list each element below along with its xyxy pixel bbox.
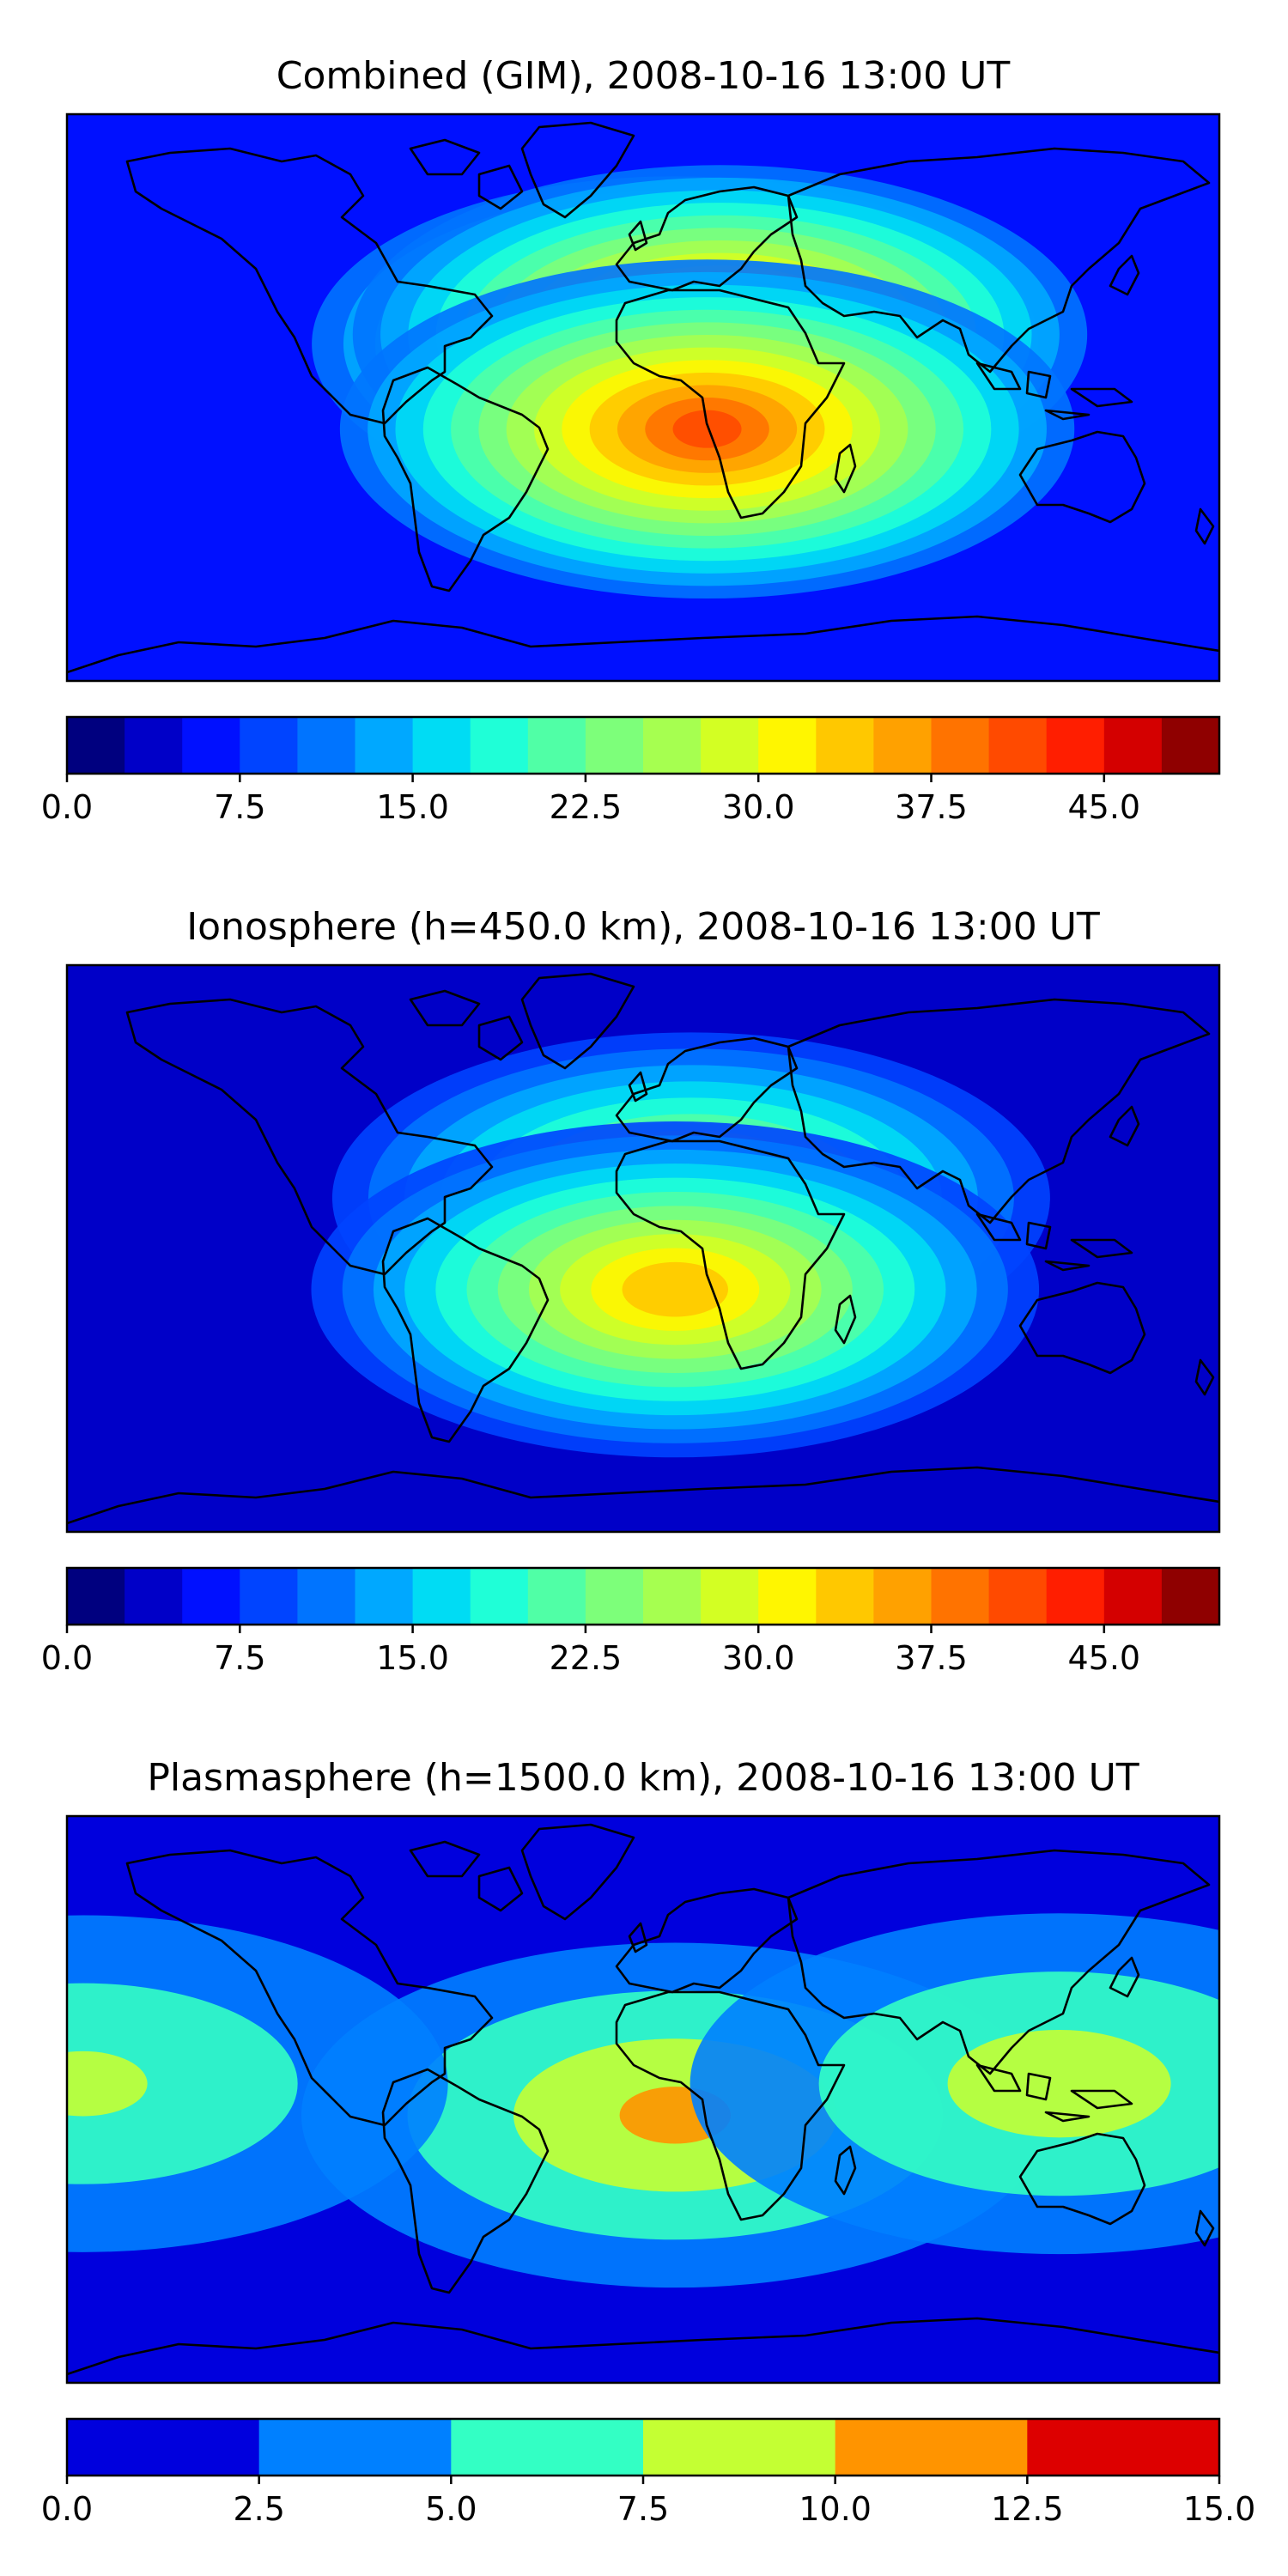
panel-2-colorbar-segment [527, 1568, 586, 1625]
panel-3-colorbar-segment [643, 2419, 836, 2476]
panel-2-colorbar-tick-label: 22.5 [550, 1639, 623, 1677]
panel-1-colorbar-tick-label: 22.5 [550, 788, 623, 826]
panel-2-colorbar-segment [585, 1568, 644, 1625]
panel-2-colorbar-frame [65, 1566, 1221, 1626]
panel-3-colorbar-segment [1027, 2419, 1220, 2476]
panel-2-colorbar-tick-label: 7.5 [214, 1639, 265, 1677]
panel-1-colorbar-segment [988, 717, 1048, 774]
panel-2-colorbar-segment [297, 1568, 355, 1625]
panel-1-colorbar-segment [643, 717, 702, 774]
panel-1-colorbar-segment [701, 717, 759, 774]
panel-1-colorbar-tick-label: 7.5 [214, 788, 265, 826]
panel-2-colorbar-segment [988, 1568, 1048, 1625]
panel-2-colorbar-segment [1046, 1568, 1105, 1625]
panel-3-title: Plasmasphere (h=1500.0 km), 2008-10-16 1… [147, 1756, 1139, 1800]
panel-2-colorbar-segment [67, 1568, 125, 1625]
panel-1-colorbar-segment [470, 717, 529, 774]
panel-2-colorbar-segment [931, 1568, 990, 1625]
panel-3-colorbar-tick-label: 12.5 [991, 2490, 1064, 2528]
panel-2-colorbar-tick-label: 30.0 [722, 1639, 795, 1677]
panel-1-colorbar-segment [240, 717, 298, 774]
panel-3-colorbar-tick-label: 10.0 [799, 2490, 872, 2528]
panel-2-colorbar-segment [758, 1568, 817, 1625]
panel-2-colorbar-segment [182, 1568, 240, 1625]
panel-2-colorbar-segment [240, 1568, 298, 1625]
panel-3-contour-max3-level-5 [67, 1983, 298, 2184]
panel-3-contour-max2-level-7.5 [947, 2029, 1171, 2138]
panel-2-colorbar-segment [873, 1568, 932, 1625]
panel-3-colorbar-segment [258, 2419, 452, 2476]
panel-1-colorbar-segment [816, 717, 874, 774]
panel-2-colorbar-segment [643, 1568, 702, 1625]
panel-1-colorbar-segment [355, 717, 414, 774]
panel-1-colorbar-tick-label: 30.0 [722, 788, 795, 826]
panel-1-colorbar-segment [585, 717, 644, 774]
panel-2-title: Ionosphere (h=450.0 km), 2008-10-16 13:0… [186, 905, 1100, 949]
panel-2-colorbar-segment [1161, 1568, 1220, 1625]
panel-2-colorbar-segment [412, 1568, 471, 1625]
panel-2-map [67, 965, 1219, 1532]
panel-1-colorbar-tick-label: 37.5 [895, 788, 968, 826]
panel-1-colorbar-segment [527, 717, 586, 774]
panel-3-colorbar-tick-label: 15.0 [1183, 2490, 1256, 2528]
panel-1-colorbar-tick-label: 0.0 [41, 788, 93, 826]
panel-2-colorbar-tick-label: 15.0 [376, 1639, 449, 1677]
panel-3-map-frame [65, 1814, 1221, 2385]
panel-3-map [67, 1816, 1219, 2383]
panel-2-colorbar: 0.0 7.5 15.0 22.5 30.0 37.5 45.0 [41, 1566, 1221, 1677]
panel-1-colorbar-segment [125, 717, 183, 774]
panel-1-colorbar-frame [65, 715, 1221, 775]
panel-1-colorbar: 0.0 7.5 15.0 22.5 30.0 37.5 45.0 [41, 715, 1221, 826]
panel-1-colorbar-segment [67, 717, 125, 774]
panel-1-contour-max3-level-40 [672, 410, 742, 448]
panel-2-colorbar-segment [470, 1568, 529, 1625]
panel-1-colorbar-segment [297, 717, 355, 774]
panel-3-colorbar: 0.0 2.5 5.0 7.5 10.0 12.5 15.0 [41, 2417, 1256, 2528]
panel-2-contour-max2-level-32.5 [622, 1261, 729, 1317]
panel-1-colorbar-segment [412, 717, 471, 774]
panel-2-colorbar-segment [125, 1568, 183, 1625]
panel-3-colorbar-tick-label: 0.0 [41, 2490, 93, 2528]
panel-3-contour-max3-level-7.5 [67, 2050, 148, 2117]
panel-2-colorbar-segment [816, 1568, 874, 1625]
panel-1-title: Combined (GIM), 2008-10-16 13:00 UT [276, 54, 1011, 98]
panel-1-colorbar-tick-label: 45.0 [1067, 788, 1140, 826]
panel-1-colorbar-segment [182, 717, 240, 774]
panel-1-map-frame [65, 112, 1221, 683]
panel-1-colorbar-segment [873, 717, 932, 774]
panel-2-map-frame [65, 963, 1221, 1534]
panel-1-colorbar-tick-label: 15.0 [376, 788, 449, 826]
panel-3-colorbar-tick-label: 5.0 [425, 2490, 477, 2528]
panel-1-colorbar-segment [1046, 717, 1105, 774]
panel-2-colorbar-segment [701, 1568, 759, 1625]
panel-1-colorbar-segment [1161, 717, 1220, 774]
panel-2-colorbar-tick-label: 45.0 [1067, 1639, 1140, 1677]
panel-1-colorbar-segment [931, 717, 990, 774]
panel-3-colorbar-tick-label: 2.5 [233, 2490, 284, 2528]
panel-1-map [67, 114, 1219, 681]
panel-2-colorbar-tick-label: 37.5 [895, 1639, 968, 1677]
panel-2-colorbar-segment [1103, 1568, 1163, 1625]
panel-1-colorbar-segment [1103, 717, 1163, 774]
panel-1-colorbar-segment [758, 717, 817, 774]
panel-3-colorbar-tick-label: 7.5 [617, 2490, 669, 2528]
panel-3-colorbar-segment [835, 2419, 1028, 2476]
panel-3-colorbar-segment [451, 2419, 644, 2476]
panel-3-colorbar-segment [67, 2419, 260, 2476]
panel-2-colorbar-segment [355, 1568, 414, 1625]
panel-2-colorbar-tick-label: 0.0 [41, 1639, 93, 1677]
